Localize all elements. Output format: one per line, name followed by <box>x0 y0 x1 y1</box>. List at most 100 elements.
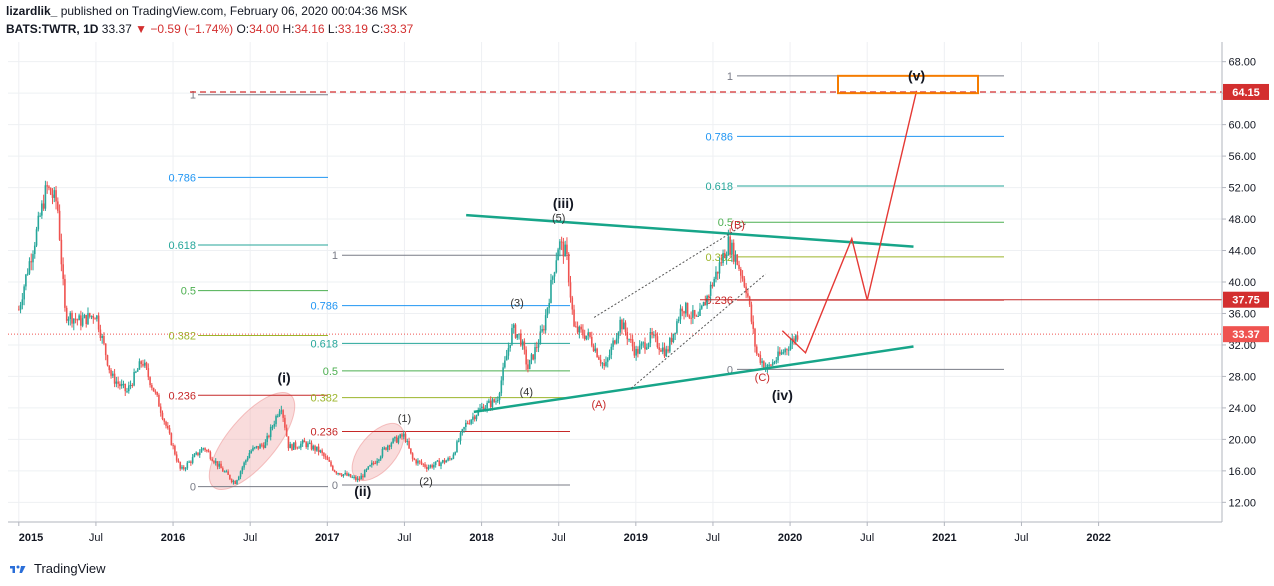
open-value: 34.00 <box>249 22 280 36</box>
drawings[interactable] <box>8 74 1222 414</box>
candle-body <box>720 262 723 264</box>
candle-body <box>42 203 45 209</box>
candle-body <box>757 353 760 355</box>
candle-body <box>674 332 676 334</box>
candle-body <box>582 329 584 336</box>
candle-body <box>440 462 442 467</box>
candle-body <box>700 305 703 309</box>
candle-body <box>794 335 797 342</box>
candle-body <box>307 443 309 448</box>
price-tag-label: 33.37 <box>1232 329 1260 341</box>
candle-body <box>731 242 733 255</box>
wave-labels: (i) (ii) (iii) (iv) (v) (1) (2) (3) (4) (5) (A) (B)… <box>278 68 926 499</box>
candle-body <box>404 433 407 442</box>
tradingview-footer[interactable]: TradingView <box>8 558 106 578</box>
candle-body <box>291 444 293 450</box>
candle-body <box>253 447 256 449</box>
fib-left-label: 0 <box>190 482 196 494</box>
candle-body <box>344 473 347 475</box>
candle-body <box>661 347 664 352</box>
candle-body <box>585 335 588 340</box>
candle-body <box>447 458 449 461</box>
candle-body <box>468 423 471 425</box>
fib-left-label: 0.786 <box>168 172 196 184</box>
candle-body <box>156 391 158 396</box>
symbol-legend: BATS:TWTR, 1D 33.37 ▼ −0.59 (−1.74%) O:3… <box>6 22 413 36</box>
candle-body <box>262 445 265 448</box>
candle-body <box>397 437 400 443</box>
price-tag-box <box>1223 291 1269 308</box>
y-tick-label: 32.00 <box>1228 340 1256 352</box>
candle-body <box>653 334 655 336</box>
candle-body <box>598 357 600 360</box>
candle-body <box>759 354 762 363</box>
candle-body <box>702 302 705 306</box>
candle-body <box>571 297 574 310</box>
lower-trend-line <box>473 345 914 414</box>
candle-body <box>583 335 586 340</box>
fib-right-label: 0.786 <box>705 131 733 143</box>
candle-body <box>713 279 715 287</box>
candle-body <box>255 446 258 448</box>
candle-body <box>51 194 54 198</box>
candle-body <box>53 190 56 198</box>
candle-body <box>394 436 396 439</box>
candle-body <box>259 444 261 449</box>
candle-body <box>158 395 160 407</box>
candle-body <box>321 450 323 454</box>
candle-body <box>92 315 95 319</box>
candle-body <box>402 433 405 437</box>
candle-body <box>76 319 79 321</box>
candle-body <box>80 315 82 326</box>
candle-body <box>793 338 795 342</box>
candle-body <box>195 452 197 455</box>
projection-path <box>781 90 918 355</box>
fibonacci-retracements[interactable]: 1 0.786 0.618 0.5 0.382 0.236 0 1 0.786 0.618 0.5 0… <box>168 71 1004 494</box>
candle-body <box>78 315 80 321</box>
x-tick-label: Jul <box>860 532 874 544</box>
candle-body <box>779 351 781 355</box>
candle-body <box>686 302 689 316</box>
candle-body <box>230 479 233 483</box>
candle-body <box>81 318 84 326</box>
low-label: L: <box>327 22 338 36</box>
author-name[interactable]: lizardlik_ <box>6 4 58 18</box>
price-tag-label: 64.15 <box>1232 87 1260 99</box>
sub-wave-label: (4) <box>520 386 533 398</box>
candle-body <box>438 460 441 467</box>
candle-body <box>381 448 384 457</box>
candle-body <box>346 473 348 476</box>
sub-wave-label: (A) <box>591 399 606 411</box>
candle-body <box>193 454 196 458</box>
fib-right-label: 0.236 <box>705 295 733 307</box>
candle-body <box>266 435 268 442</box>
candle-body <box>209 452 212 459</box>
candle-body <box>287 436 290 449</box>
candle-body <box>496 399 499 402</box>
candle-body <box>504 360 506 368</box>
candle-body <box>761 361 763 363</box>
candle-body <box>120 384 123 387</box>
candle-body <box>292 442 295 450</box>
candle-body <box>667 349 669 352</box>
candle-body <box>564 244 566 257</box>
wave-1-highlight <box>351 423 405 481</box>
candle-body <box>465 422 467 428</box>
candle-body <box>452 454 455 459</box>
y-tick-label: 28.00 <box>1228 371 1256 383</box>
candle-body <box>300 443 302 448</box>
candle-body <box>443 460 446 463</box>
candle-body <box>392 438 394 444</box>
candle-body <box>562 241 565 257</box>
fib-mid-label: 0.5 <box>323 366 338 378</box>
candle-body <box>415 459 417 464</box>
candle-body <box>65 307 68 321</box>
candle-body <box>198 452 201 456</box>
candle-body <box>449 458 451 460</box>
x-tick-label: Jul <box>1014 532 1028 544</box>
candle-body <box>96 315 98 319</box>
y-tick-label: 40.00 <box>1228 277 1256 289</box>
candle-body <box>747 293 749 297</box>
candle-body <box>285 427 288 437</box>
